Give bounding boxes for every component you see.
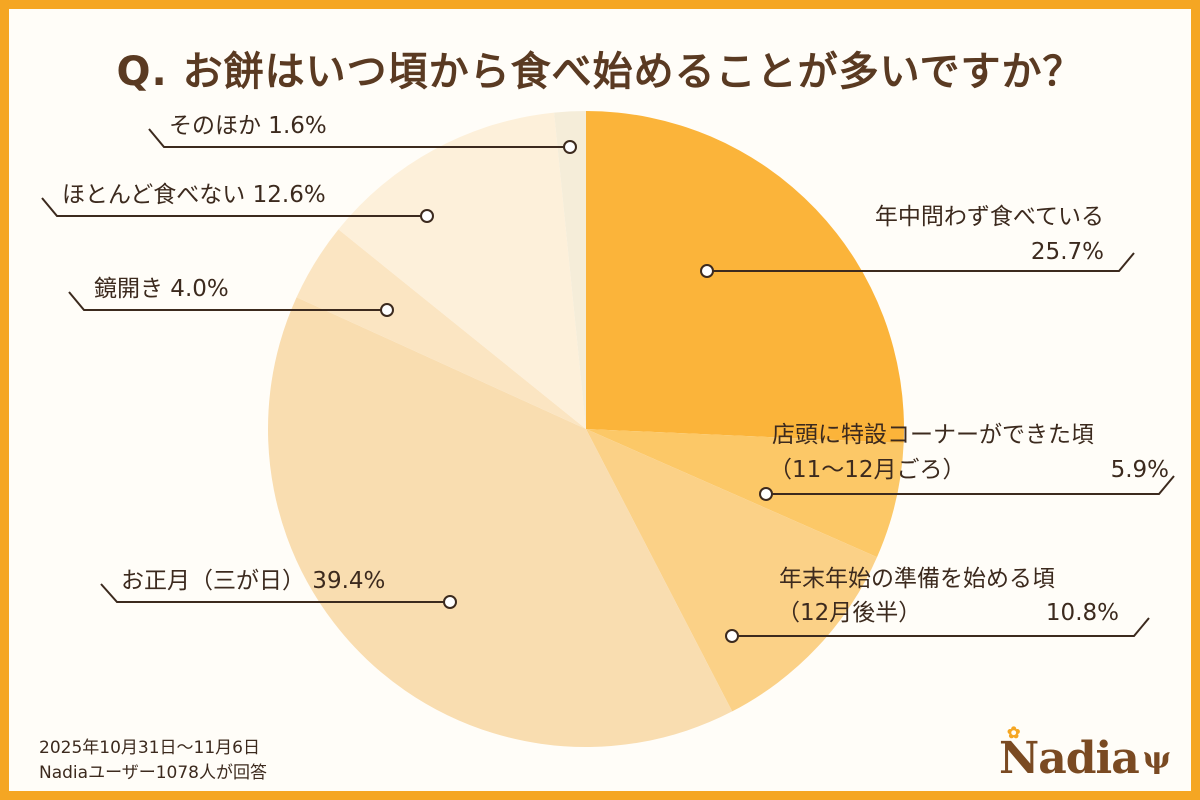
nadia-logo: Nadia ✿ ψ (999, 723, 1179, 786)
chart-title: Q. お餅はいつ頃から食べ始めることが多いですか？ (116, 49, 1084, 95)
pie-slice (586, 111, 904, 443)
slice-label: 年中問わず食べている (875, 204, 1104, 230)
slice-value-label: 4.0% (163, 276, 229, 302)
slice-value-label: 10.8% (1046, 600, 1119, 626)
callout: 店頭に特設コーナーができた頃 （11〜12月ごろ） 5.9% (759, 422, 1175, 501)
leader-dot (759, 487, 773, 501)
callout: そのほか 1.6% (148, 113, 577, 154)
slice-label-text: そのほか (169, 113, 261, 139)
callout: お正月（三が日） 39.4% (100, 568, 457, 609)
pie-slice (296, 229, 586, 429)
leader-dot (725, 629, 739, 643)
pie-slice (586, 429, 904, 558)
leader-line (732, 617, 1150, 637)
slice-label: 鏡開き 4.0% (94, 276, 229, 302)
pie-slice (338, 112, 586, 429)
slice-value-label: 1.6% (261, 113, 327, 139)
slice-value-label: 5.9% (1111, 457, 1169, 483)
slice-label: そのほか 1.6% (169, 113, 327, 139)
callout: 年末年始の準備を始める頃 （12月後半） 10.8% (725, 566, 1150, 643)
callout: 年中問わず食べている 25.7% (700, 204, 1135, 278)
leader-dot (380, 303, 394, 317)
leader-dot (420, 209, 434, 223)
logo-text: Nadia (999, 733, 1140, 784)
slice-value-label: 39.4% (305, 568, 385, 594)
survey-period: 2025年10月31日〜11月6日 (39, 738, 260, 758)
leader-dot (563, 140, 577, 154)
callout: ほとんど食べない 12.6% (41, 182, 434, 223)
slice-label: お正月（三が日） 39.4% (121, 568, 385, 594)
pie-slice (268, 297, 733, 747)
pie-slice (586, 429, 878, 712)
slice-label-text: ほとんど食べない (62, 182, 245, 208)
slice-sublabel: （12月後半） (777, 600, 921, 626)
survey-respondents: Nadiaユーザー1078人が回答 (39, 763, 267, 783)
leader-line (68, 291, 387, 311)
slice-label-text: 鏡開き (94, 276, 163, 302)
leader-dot (700, 264, 714, 278)
slice-label: 年末年始の準備を始める頃 (779, 566, 1055, 592)
slice-value-label: 25.7% (1031, 239, 1104, 265)
leader-line (41, 197, 427, 217)
leader-line (766, 475, 1175, 495)
callout: 鏡開き 4.0% (68, 276, 394, 317)
leader-line (100, 583, 450, 603)
leader-line (707, 252, 1135, 272)
leader-dot (443, 595, 457, 609)
slice-label: ほとんど食べない 12.6% (62, 182, 326, 208)
fork-spoon-icon: ψ (1142, 741, 1171, 776)
slice-value-label: 12.6% (245, 182, 325, 208)
pie-slice (554, 111, 586, 429)
slice-label: 店頭に特設コーナーができた頃 (772, 422, 1094, 448)
flower-icon: ✿ (1007, 723, 1020, 742)
slice-sublabel: （11〜12月ごろ） (769, 457, 966, 483)
survey-footnote: 2025年10月31日〜11月6日 Nadiaユーザー1078人が回答 (39, 736, 267, 786)
slice-label-text: お正月（三が日） (121, 568, 305, 594)
leader-line (148, 128, 570, 148)
pie-chart: 年中問わず食べている 25.7% 店頭に特設コーナーができた頃 （11〜12月ごろ） 5… (41, 111, 1175, 747)
